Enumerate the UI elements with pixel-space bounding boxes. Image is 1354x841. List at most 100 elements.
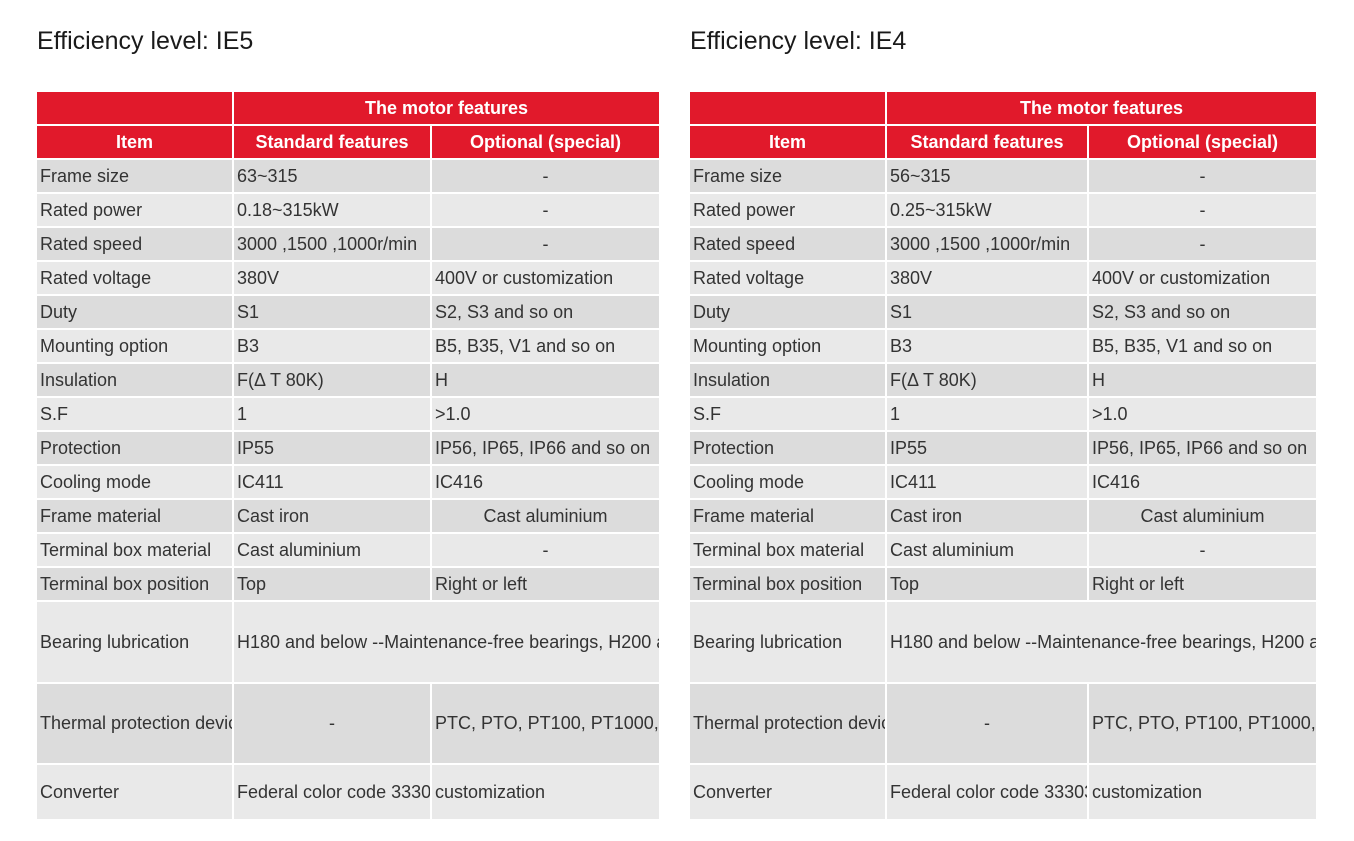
header-group-label: The motor features <box>887 92 1316 126</box>
row-label: Terminal box position <box>690 568 887 602</box>
table-row: Rated speed 3000 ,1500 ,1000r/min - <box>37 228 659 262</box>
table-row: Converter Federal color code 33303 customi… <box>37 765 659 821</box>
row-standard-value: B3 <box>887 330 1089 364</box>
column-header-item: Item <box>690 126 887 160</box>
table-row: Frame size 56~315- <box>690 160 1316 194</box>
row-standard-value: - <box>234 684 432 765</box>
row-standard-value: Federal color code 33303 <box>234 765 432 821</box>
row-standard-value: Cast aluminium <box>234 534 432 568</box>
row-optional-value: B5, B35, V1 and so on <box>432 330 659 364</box>
column-header-optional: Optional (special) <box>1089 126 1316 160</box>
row-standard-value: 63~315 <box>234 160 432 194</box>
row-standard-value: - <box>887 684 1089 765</box>
table-row: S.F 1 >1.0 <box>690 398 1316 432</box>
row-standard-value: S1 <box>887 296 1089 330</box>
row-optional-value: - <box>1089 534 1316 568</box>
header-group-label: The motor features <box>234 92 659 126</box>
row-label: Converter <box>37 765 234 821</box>
table-row: Insulation F(Δ T 80K) H <box>37 364 659 398</box>
row-standard-value: 0.25~315kW <box>887 194 1089 228</box>
table-row: Cooling mode IC411 IC416 <box>690 466 1316 500</box>
column-header-row: Item Standard features Optional (special) <box>37 126 659 160</box>
row-optional-value: 400V or customization <box>1089 262 1316 296</box>
row-standard-value: Cast iron <box>887 500 1089 534</box>
table-row: Thermal protection device - PTC, PTO, PT10… <box>690 684 1316 765</box>
row-label: Terminal box position <box>37 568 234 602</box>
row-optional-value: - <box>432 228 659 262</box>
row-standard-value: 0.18~315kW <box>234 194 432 228</box>
header-blank-cell <box>37 92 234 126</box>
row-optional-value: H <box>1089 364 1316 398</box>
table-row: Cooling mode IC411 IC416 <box>37 466 659 500</box>
table-row: Terminal box position Top Right or left <box>37 568 659 602</box>
row-standard-value: Top <box>887 568 1089 602</box>
row-optional-value: - <box>1089 194 1316 228</box>
row-label: Cooling mode <box>37 466 234 500</box>
row-label: Cooling mode <box>690 466 887 500</box>
row-optional-value: Cast aluminium <box>1089 500 1316 534</box>
panel-title: Efficiency level: IE5 <box>37 27 254 55</box>
table-row: Protection IP55 IP56, IP65, IP66 and so on <box>690 432 1316 466</box>
row-label: Frame material <box>37 500 234 534</box>
table-row: Protection IP55 IP56, IP65, IP66 and so on <box>37 432 659 466</box>
table-row: Converter Federal color code 33303 customi… <box>690 765 1316 821</box>
table-row: Rated voltage 380V 400V or customization <box>37 262 659 296</box>
row-standard-value: 56~315 <box>887 160 1089 194</box>
row-optional-value: - <box>1089 160 1316 194</box>
row-standard-value: Cast iron <box>234 500 432 534</box>
column-header-row: Item Standard features Optional (special) <box>690 126 1316 160</box>
row-optional-value: B5, B35, V1 and so on <box>1089 330 1316 364</box>
row-label: Frame size <box>690 160 887 194</box>
header-group-row: The motor features <box>690 92 1316 126</box>
row-optional-value: S2, S3 and so on <box>432 296 659 330</box>
row-optional-value: IC416 <box>432 466 659 500</box>
row-label: Converter <box>690 765 887 821</box>
row-label: Bearing lubrication <box>37 602 234 684</box>
table-row: Thermal protection device - PTC, PTO, PT10… <box>37 684 659 765</box>
table-row: Mounting option B3 B5, B35, V1 and so on <box>37 330 659 364</box>
row-label: Insulation <box>690 364 887 398</box>
row-optional-value: - <box>432 534 659 568</box>
row-label: Rated power <box>37 194 234 228</box>
row-standard-value: IP55 <box>234 432 432 466</box>
row-standard-value: Top <box>234 568 432 602</box>
row-label: Insulation <box>37 364 234 398</box>
table-row: Insulation F(Δ T 80K) H <box>690 364 1316 398</box>
table-row: Rated speed 3000 ,1500 ,1000r/min - <box>690 228 1316 262</box>
row-label: Thermal protection device <box>690 684 887 765</box>
row-label: Rated voltage <box>690 262 887 296</box>
table-row: Duty S1 S2, S3 and so on <box>37 296 659 330</box>
table-row: Frame material Cast iron Cast aluminium <box>37 500 659 534</box>
table-row: Rated power 0.18~315kW - <box>37 194 659 228</box>
row-standard-value: S1 <box>234 296 432 330</box>
row-optional-value: IP56, IP65, IP66 and so on <box>1089 432 1316 466</box>
row-standard-value: 380V <box>234 262 432 296</box>
row-label: Protection <box>37 432 234 466</box>
table-row: Frame material Cast iron Cast aluminium <box>690 500 1316 534</box>
row-standard-value: IC411 <box>234 466 432 500</box>
row-standard-value: F(Δ T 80K) <box>887 364 1089 398</box>
row-standard-value: 1 <box>887 398 1089 432</box>
row-label: Protection <box>690 432 887 466</box>
row-spanned-value: H180 and below --Maintenance-free bearin… <box>887 602 1316 684</box>
row-standard-value: IP55 <box>887 432 1089 466</box>
row-standard-value: IC411 <box>887 466 1089 500</box>
spec-table: The motor features Item Standard features O… <box>690 92 1316 821</box>
row-optional-value: - <box>432 160 659 194</box>
row-optional-value: IC416 <box>1089 466 1316 500</box>
column-header-optional: Optional (special) <box>432 126 659 160</box>
row-standard-value: 380V <box>887 262 1089 296</box>
row-label: Frame size <box>37 160 234 194</box>
row-optional-value: 400V or customization <box>432 262 659 296</box>
row-label: Duty <box>37 296 234 330</box>
row-spanned-value: H180 and below --Maintenance-free bearin… <box>234 602 659 684</box>
table-row: Rated voltage 380V 400V or customization <box>690 262 1316 296</box>
header-blank-cell <box>690 92 887 126</box>
table-row: Mounting option B3 B5, B35, V1 and so on <box>690 330 1316 364</box>
table-row: Frame size 63~315- <box>37 160 659 194</box>
spec-table: The motor features Item Standard features O… <box>37 92 659 821</box>
table-row: Bearing lubrication H180 and below --Main… <box>690 602 1316 684</box>
row-optional-value: IP56, IP65, IP66 and so on <box>432 432 659 466</box>
row-label: Rated speed <box>690 228 887 262</box>
row-label: Thermal protection device <box>37 684 234 765</box>
